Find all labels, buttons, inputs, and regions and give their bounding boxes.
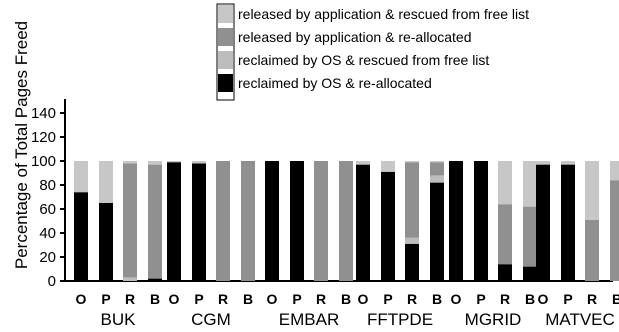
bar-segment	[192, 161, 206, 164]
legend-swatch	[218, 28, 233, 46]
bar-segment	[167, 162, 181, 281]
bar-label: O	[169, 291, 180, 307]
bar-label: B	[150, 291, 160, 307]
bar-label: P	[476, 291, 485, 307]
y-tick-label: 60	[39, 201, 56, 218]
legend-swatch	[218, 51, 233, 69]
legend-entry: reclaimed by OS & rescued from free list	[238, 52, 489, 68]
bar-segment	[241, 161, 255, 281]
bar-segment	[356, 161, 370, 165]
bar-segment	[356, 164, 370, 281]
category-label: MGRID	[465, 310, 522, 329]
category-label: CGM	[191, 310, 231, 329]
bar-segment	[148, 278, 162, 281]
bar-segment	[523, 161, 537, 207]
bar-segment	[430, 182, 444, 281]
bar-label: O	[451, 291, 462, 307]
bar-segment	[216, 161, 230, 281]
bar-segment	[148, 161, 162, 165]
bar-segment	[561, 161, 575, 165]
bar-label: O	[267, 291, 278, 307]
y-axis-label: Percentage of Total Pages Freed	[12, 21, 31, 269]
legend: released by application & rescued from f…	[216, 3, 529, 101]
y-tick-label: 100	[31, 153, 56, 170]
bar-label: R	[316, 291, 326, 307]
bar-segment	[405, 162, 419, 238]
bar-label: R	[587, 291, 597, 307]
bar-segment	[123, 277, 137, 281]
bar-segment	[430, 175, 444, 183]
bar-label: R	[125, 291, 135, 307]
legend-entry: released by application & re-allocated	[238, 29, 471, 45]
bar-segment	[523, 206, 537, 267]
y-tick-label: 20	[39, 249, 56, 266]
bar-segment	[536, 164, 550, 281]
legend-swatch	[218, 5, 233, 23]
bar-segment	[498, 264, 512, 281]
bar-segment	[536, 161, 550, 165]
bar-segment	[265, 161, 279, 281]
bar-segment	[405, 237, 419, 244]
bar-segment	[123, 163, 137, 278]
bar-label: O	[358, 291, 369, 307]
legend-entry: released by application & rescued from f…	[238, 6, 529, 22]
category-label: MATVEC	[545, 310, 615, 329]
bar-segment	[381, 161, 395, 172]
bar-segment	[314, 161, 328, 281]
bar-segment	[74, 161, 88, 193]
bar-segment	[99, 161, 113, 203]
bar-label: R	[407, 291, 417, 307]
bar-segment	[381, 171, 395, 281]
bar-label: P	[101, 291, 110, 307]
bar-label: O	[76, 291, 87, 307]
bar-label: B	[243, 291, 253, 307]
bar-segment	[610, 180, 619, 281]
legend-entry: reclaimed by OS & re-allocated	[238, 75, 432, 91]
bar-segment	[498, 161, 512, 205]
bar-segment	[474, 161, 488, 281]
bar-segment	[99, 203, 113, 281]
bar-label: B	[432, 291, 442, 307]
bar-segment	[74, 192, 88, 281]
bar-segment	[610, 161, 619, 181]
bar-segment	[430, 161, 444, 163]
category-label: FFTPDE	[367, 310, 433, 329]
bar-label: P	[292, 291, 301, 307]
bar-segment	[405, 161, 419, 163]
bar-label: O	[538, 291, 549, 307]
bar-segment	[585, 161, 599, 220]
bar-label: P	[563, 291, 572, 307]
bar-segment	[561, 164, 575, 281]
y-tick-label: 140	[31, 105, 56, 122]
bar-segment	[449, 161, 463, 281]
bar-segment	[167, 161, 181, 163]
bar-segment	[123, 161, 137, 164]
bar-label: B	[525, 291, 535, 307]
bars	[74, 161, 619, 281]
legend-swatch	[218, 74, 233, 92]
y-tick-label: 120	[31, 129, 56, 146]
bar-label: P	[383, 291, 392, 307]
y-tick-label: 0	[48, 273, 56, 290]
bar-segment	[498, 204, 512, 265]
bar-segment	[148, 164, 162, 279]
bar-segment	[405, 243, 419, 281]
bar-segment	[523, 266, 537, 281]
bar-segment	[290, 161, 304, 281]
category-label: EMBAR	[279, 310, 339, 329]
y-tick-label: 40	[39, 225, 56, 242]
bar-segment	[585, 219, 599, 281]
bar-label: B	[612, 291, 619, 307]
bar-label: R	[500, 291, 510, 307]
bar-segment	[430, 162, 444, 176]
bar-label: R	[218, 291, 228, 307]
category-label: BUK	[101, 310, 137, 329]
bar-segment	[192, 163, 206, 281]
bar-label: B	[341, 291, 351, 307]
bar-segment	[339, 161, 353, 281]
bar-label: P	[194, 291, 203, 307]
y-tick-label: 80	[39, 177, 56, 194]
